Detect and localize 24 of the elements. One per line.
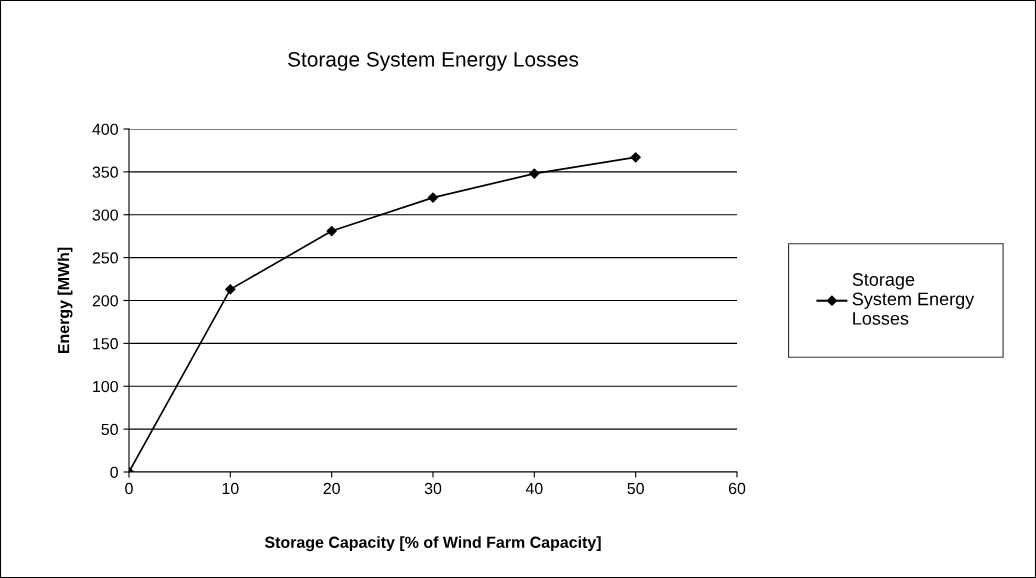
y-tick-label: 350 — [92, 166, 118, 178]
y-tick-label: 400 — [92, 123, 118, 135]
y-tick-label: 300 — [92, 209, 118, 221]
chart-title: Storage System Energy Losses — [288, 51, 579, 71]
x-tick-label: 10 — [222, 482, 239, 495]
y-tick-label: 250 — [92, 252, 118, 264]
x-tick-label: 50 — [627, 482, 644, 495]
y-tick-label: 150 — [93, 338, 118, 350]
x-tick-label: 0 — [125, 482, 133, 495]
legend-label: Storage System Energy Losses — [852, 273, 975, 325]
y-tick-label: 0 — [110, 466, 118, 478]
y-tick-label: 50 — [101, 423, 118, 436]
y-axis-title: Energy [MWh] — [57, 247, 73, 354]
point — [529, 168, 540, 179]
x-tick-label: 60 — [728, 482, 746, 495]
x-tick-label: 40 — [525, 482, 543, 495]
x-tick-label: 20 — [323, 482, 340, 495]
y-tick-label: 200 — [92, 295, 118, 307]
point — [630, 152, 641, 163]
point — [225, 284, 236, 295]
y-tick-label: 100 — [93, 380, 118, 393]
x-tick-label: 30 — [424, 482, 442, 495]
point — [326, 225, 337, 237]
x-axis-title: Storage Capacity [% of Wind Farm Capacity] — [264, 536, 601, 552]
